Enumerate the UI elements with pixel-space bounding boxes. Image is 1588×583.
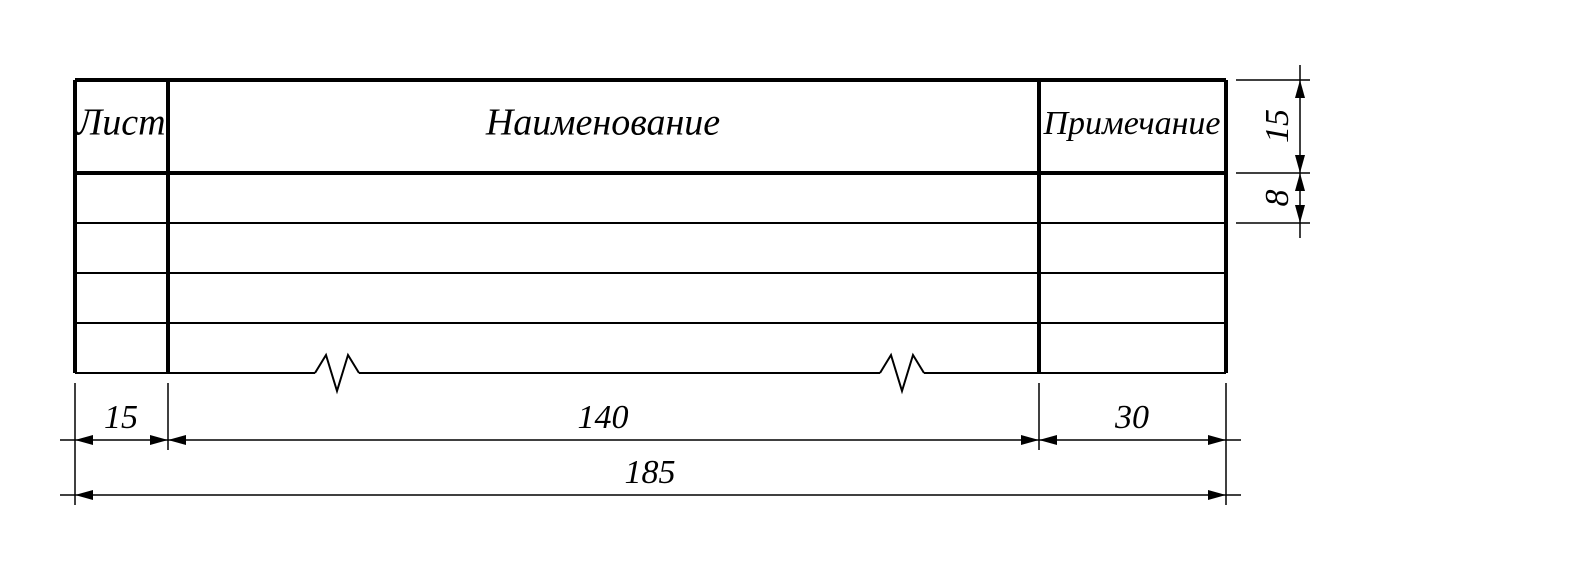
dim-col2: 140 [578,399,629,436]
dim-col1: 15 [104,399,138,436]
dim-header-h: 15 [1259,109,1296,143]
dim-col3: 30 [1114,399,1149,436]
col-header-sheet: Лист [75,102,165,144]
col-header-name: Наименование [485,102,720,144]
dim-total: 185 [625,454,676,491]
dim-row-h: 8 [1259,190,1296,207]
col-header-note: Примечание [1042,105,1220,142]
tbl-bottom-break-rule [75,355,1226,391]
